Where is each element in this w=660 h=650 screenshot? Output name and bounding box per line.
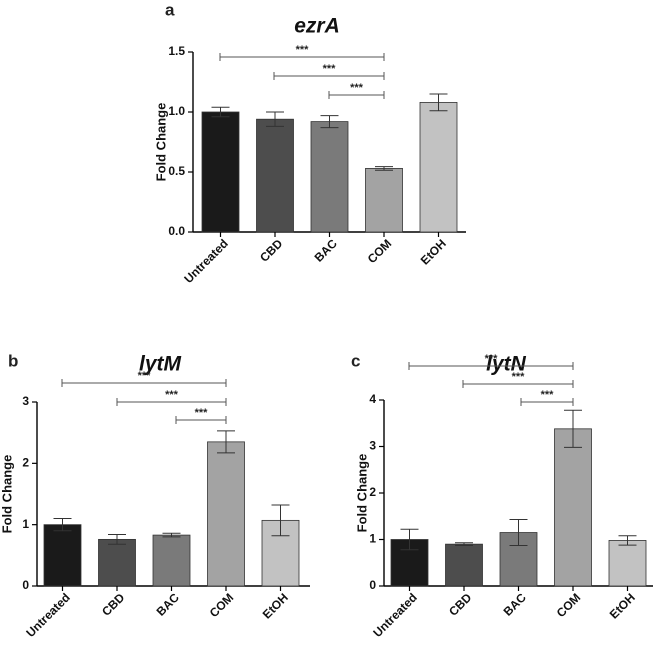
category-label-b-cbd: CBD	[99, 590, 128, 619]
bar-b-untreated	[43, 524, 82, 587]
chart-title-a: ezrA	[294, 15, 340, 38]
y-axis-label-b: Fold Change	[0, 455, 15, 534]
bar-a-bac	[310, 121, 349, 233]
y-tick-label-b: 0	[22, 578, 29, 592]
category-label-b-untreated: Untreated	[23, 590, 73, 640]
category-label-c-etoh: EtOH	[607, 590, 638, 621]
y-tick-label-b: 1	[22, 517, 29, 531]
y-tick-label-b: 2	[22, 456, 29, 470]
sig-label-a-1: ***	[323, 63, 337, 75]
panel-letter-b: b	[8, 351, 18, 370]
category-label-a-etoh: EtOH	[418, 236, 449, 267]
bar-a-cbd	[256, 118, 294, 233]
bar-b-com	[207, 441, 245, 587]
category-label-c-cbd: CBD	[446, 590, 475, 619]
category-label-a-untreated: Untreated	[181, 236, 231, 286]
category-label-b-bac: BAC	[154, 590, 183, 619]
category-label-c-bac: BAC	[501, 590, 530, 619]
sig-label-c-1: ***	[512, 371, 526, 383]
category-label-a-cbd: CBD	[257, 236, 286, 265]
sig-label-c-2: ***	[541, 389, 555, 401]
panel-letter-a: a	[165, 0, 175, 19]
bar-a-etoh	[419, 102, 458, 233]
bar-c-etoh	[608, 540, 647, 587]
sig-label-a-0: ***	[296, 44, 310, 56]
y-tick-label-a: 1.5	[168, 44, 185, 58]
bar-c-cbd	[445, 543, 483, 587]
y-tick-label-c: 0	[369, 578, 376, 592]
bar-c-com	[554, 428, 592, 587]
sig-label-b-2: ***	[195, 407, 209, 419]
bar-b-bac	[152, 534, 191, 587]
chart-title-b: lytM	[139, 353, 182, 376]
category-label-c-com: COM	[554, 590, 584, 620]
category-label-b-com: COM	[207, 590, 237, 620]
y-tick-label-a: 0.5	[168, 164, 185, 178]
y-axis-label-c: Fold Change	[355, 454, 370, 533]
bar-a-com	[365, 167, 403, 233]
y-axis-label-a: Fold Change	[154, 103, 169, 182]
category-label-a-com: COM	[365, 236, 395, 266]
y-tick-label-a: 1.0	[168, 104, 185, 118]
category-label-c-untreated: Untreated	[370, 590, 420, 640]
y-tick-label-a: 0.0	[168, 224, 185, 238]
chart-title-c: lytN	[486, 353, 527, 376]
y-tick-label-c: 4	[369, 392, 376, 406]
sig-label-c-0: ***	[485, 353, 499, 365]
bar-a-untreated	[201, 111, 240, 233]
panel-letter-c: c	[351, 351, 360, 370]
bar-b-cbd	[98, 538, 136, 587]
sig-label-b-1: ***	[165, 389, 179, 401]
category-label-a-bac: BAC	[312, 236, 341, 265]
y-tick-label-c: 2	[369, 485, 376, 499]
y-tick-label-c: 1	[369, 532, 376, 546]
sig-label-b-0: ***	[138, 370, 152, 382]
y-tick-label-c: 3	[369, 439, 376, 453]
y-tick-label-b: 3	[22, 394, 29, 408]
sig-label-a-2: ***	[350, 82, 364, 94]
category-label-b-etoh: EtOH	[260, 590, 291, 621]
